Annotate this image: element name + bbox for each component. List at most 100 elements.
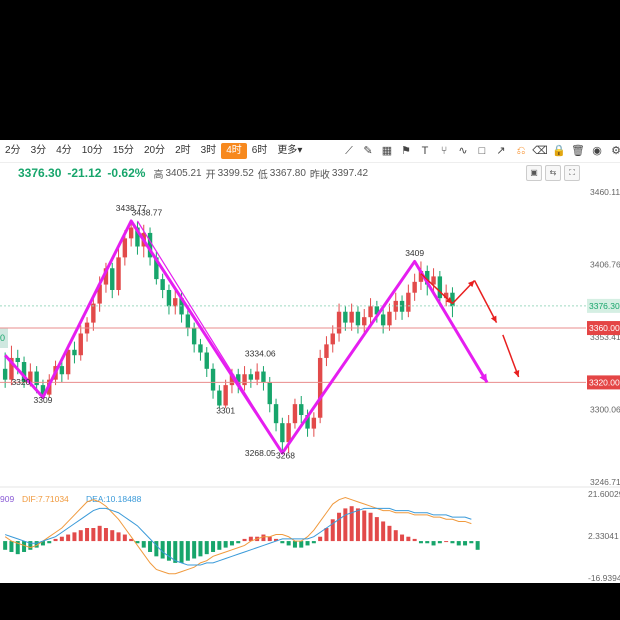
flag-icon[interactable]: ⚑ <box>401 145 411 157</box>
candle <box>9 345 14 386</box>
candle-body <box>160 279 165 290</box>
undo-icon[interactable]: ⎌ <box>516 145 526 157</box>
macd-bar <box>129 538 134 542</box>
candle-body <box>110 268 115 290</box>
candle <box>128 220 134 247</box>
macd-bar <box>110 530 115 542</box>
fork-tool-icon[interactable]: ⑂ <box>440 145 448 157</box>
price-annotation: 3438.77 <box>132 207 163 217</box>
macd-bar <box>15 541 20 555</box>
candle-body <box>204 352 209 369</box>
candle-body <box>242 374 247 386</box>
candle-body <box>330 333 335 345</box>
candle <box>110 262 115 299</box>
candle-body <box>450 292 455 307</box>
candle <box>147 227 153 266</box>
price-axis-tick: 3460.11 <box>590 187 620 197</box>
candle <box>299 395 304 424</box>
price-axis-tick: 3406.76 <box>590 260 620 270</box>
delete-icon[interactable]: 🗑 <box>571 145 585 157</box>
macd-bar <box>198 541 203 557</box>
candle <box>103 262 109 293</box>
prev-close-value: 3397.42 <box>331 167 369 179</box>
image-icon[interactable]: ▣ <box>526 165 542 181</box>
macd-bar <box>418 541 423 544</box>
projection-segment <box>502 334 520 378</box>
eye-icon[interactable]: ◉ <box>592 145 602 157</box>
candle-body <box>399 300 405 312</box>
tf-20min[interactable]: 20分 <box>143 145 166 156</box>
candle-body <box>406 292 411 312</box>
candle <box>324 336 329 367</box>
candle-body <box>343 311 348 323</box>
price-annotation: 3309 <box>33 395 52 405</box>
tf-4hour[interactable]: 4时 <box>221 143 247 159</box>
candle-body <box>261 371 266 383</box>
line-tool-icon[interactable]: ⟋ <box>345 145 353 157</box>
macd-bar <box>53 538 58 542</box>
tf-4min[interactable]: 4分 <box>56 145 72 156</box>
macd-bar <box>274 538 279 542</box>
candle <box>443 284 449 307</box>
wave-arrow-head <box>479 373 488 383</box>
tf-10min[interactable]: 10分 <box>81 145 103 156</box>
candle <box>450 287 455 318</box>
candle <box>418 261 424 290</box>
candle <box>72 341 77 364</box>
wave-tool-icon[interactable]: ∿ <box>458 145 468 157</box>
eraser-icon[interactable]: ⌫ <box>532 145 548 157</box>
macd-bar <box>97 525 102 542</box>
timeframe-toolbar: 2分 3分 4分 10分 15分 20分 2时 3时 4时 6时 更多▾ ⟋ ✎… <box>0 140 620 163</box>
arrow-tool-icon[interactable]: ↗ <box>496 145 506 157</box>
tf-3min[interactable]: 3分 <box>30 145 47 156</box>
prev-close-label: 昨收 <box>309 169 330 181</box>
candle <box>160 273 165 299</box>
rect-tool-icon[interactable]: □ <box>478 145 486 157</box>
candle <box>286 415 291 454</box>
tf-more[interactable]: 更多▾ <box>272 143 307 159</box>
tf-6hour[interactable]: 6时 <box>251 145 268 156</box>
macd-bar <box>141 541 146 548</box>
macd-axis-tick: 2.33041 <box>588 531 619 541</box>
candle <box>261 366 266 391</box>
macd-bar <box>179 541 184 563</box>
candle <box>166 284 172 315</box>
tf-2min[interactable]: 2分 <box>5 145 21 156</box>
tf-3hour[interactable]: 3时 <box>200 145 217 156</box>
tf-15min[interactable]: 15分 <box>112 145 134 156</box>
macd-bar <box>148 541 153 552</box>
open-value: 3399.52 <box>217 167 254 179</box>
macd-bar <box>343 508 348 542</box>
candle-body <box>72 349 77 356</box>
macd-bar <box>59 536 64 542</box>
settings-icon[interactable]: ⚙ <box>611 145 620 157</box>
macd-bar <box>463 541 468 546</box>
tf-2hour[interactable]: 2时 <box>175 145 191 156</box>
lock-icon[interactable]: 🔒 <box>552 145 566 157</box>
pen-tool-icon[interactable]: ✎ <box>363 145 373 157</box>
macd-bar <box>362 510 367 542</box>
candle <box>223 379 228 409</box>
candle <box>273 398 279 432</box>
candle-body <box>40 385 46 395</box>
macd-bar <box>72 532 77 542</box>
level-tag-3360-bg <box>587 321 620 336</box>
macd-value-label: 909 <box>0 494 14 504</box>
projection-arrow-head <box>513 369 520 377</box>
candle-body <box>305 415 310 429</box>
fullscreen-icon[interactable]: ⛶ <box>564 165 580 181</box>
candle-body <box>280 423 285 443</box>
candle <box>311 412 317 437</box>
open-label: 开 <box>205 169 216 181</box>
macd-dea-line <box>4 507 472 566</box>
text-tool-icon[interactable]: T <box>421 145 429 157</box>
macd-bar <box>444 541 449 543</box>
compare-icon[interactable]: ⇆ <box>545 165 561 181</box>
brush-tool-icon[interactable]: ▦ <box>381 145 393 157</box>
macd-bar <box>135 541 140 544</box>
low-label: 低 <box>257 169 268 181</box>
projection-arrow-head <box>467 280 475 288</box>
candle-body <box>122 238 128 258</box>
candle-body <box>236 374 241 386</box>
macd-bar <box>292 541 297 548</box>
